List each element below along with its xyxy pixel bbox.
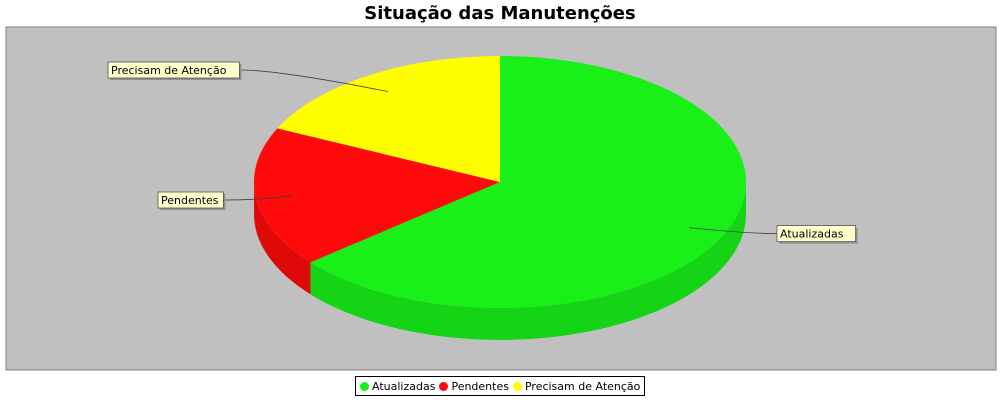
legend-label: Atualizadas <box>372 379 436 393</box>
legend-item-precisam-de-aten-o: Precisam de Atenção <box>512 379 641 393</box>
pie-slice-pendentes[interactable] <box>253 128 500 263</box>
legend-swatch <box>439 381 449 391</box>
legend-item-pendentes: Pendentes <box>439 380 509 393</box>
slice-label-box <box>776 225 856 243</box>
chart-title: Situação das Manutenções <box>364 3 636 24</box>
legend-item-atualizadas: Atualizadas <box>360 380 435 393</box>
slice-label-box <box>157 191 224 209</box>
label-leader-line <box>223 195 293 201</box>
label-leader-line <box>239 69 389 92</box>
legend-swatch <box>512 381 522 391</box>
slice-label-pendentes: Pendentes <box>161 194 219 207</box>
label-leader-line <box>689 227 778 235</box>
pie-slice-atualizadas[interactable] <box>310 56 746 308</box>
pie-slice-precisam-de-aten-o[interactable] <box>277 56 500 182</box>
legend: Atualizadas Pendentes Precisam de Atenção <box>355 376 646 396</box>
slice-label-atualizadas: Atualizadas <box>780 228 844 241</box>
pie-side-pendentes <box>254 182 311 295</box>
legend-label: Pendentes <box>451 379 509 393</box>
pie-side-atualizadas <box>310 182 746 341</box>
legend-swatch <box>360 381 369 391</box>
slice-label-box <box>107 61 240 79</box>
slice-label-precisam-de-aten-o: Precisam de Atenção <box>111 64 227 77</box>
legend-label: Precisam de Atenção <box>524 379 641 393</box>
